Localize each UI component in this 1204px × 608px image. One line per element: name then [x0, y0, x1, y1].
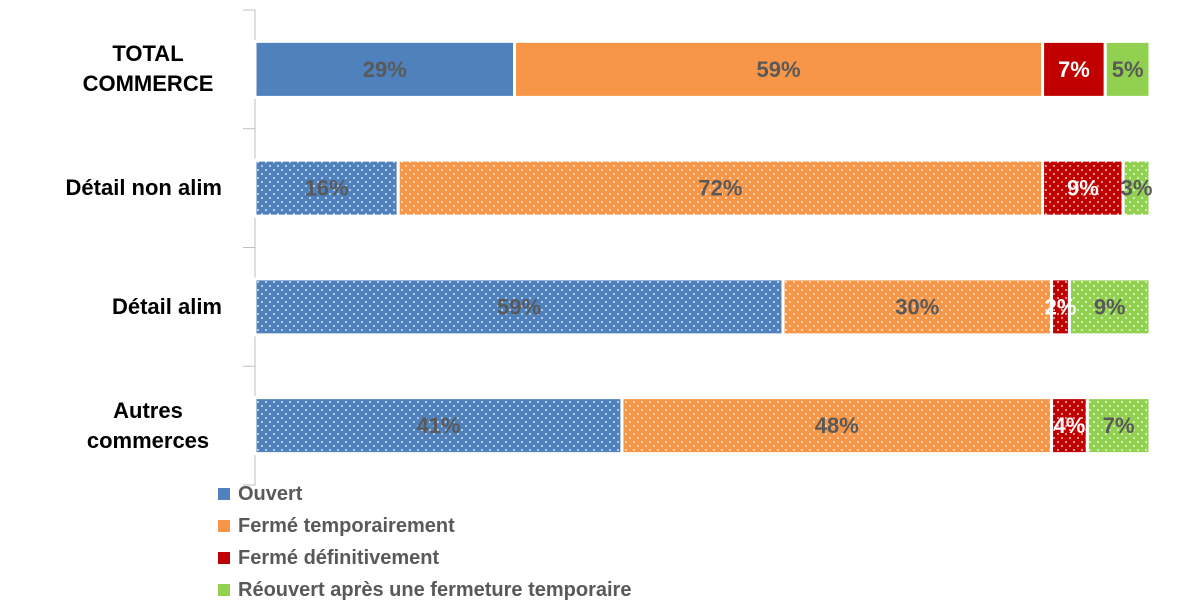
data-label: 48%	[815, 413, 859, 438]
bar-pattern	[1053, 280, 1068, 334]
bar-pattern	[256, 399, 621, 453]
data-label: 5%	[1112, 57, 1144, 82]
data-label: 41%	[416, 413, 460, 438]
legend-label: Fermé temporairement	[238, 515, 455, 537]
bar-pattern	[1088, 399, 1149, 453]
data-label: 59%	[497, 294, 541, 319]
category-label: Détail alim	[111, 293, 222, 319]
bar-pattern	[256, 280, 782, 334]
bar-segment	[253, 39, 517, 99]
bar-pattern	[784, 280, 1051, 334]
data-label: 30%	[895, 294, 939, 319]
data-label: 7%	[1103, 413, 1135, 438]
legend-swatch	[218, 584, 230, 596]
data-label: 29%	[363, 57, 407, 82]
bar-pattern	[1124, 161, 1149, 215]
legend-swatch	[218, 488, 230, 500]
bar-pattern	[1053, 399, 1086, 453]
legend-swatch	[218, 520, 230, 532]
legend-label: Réouvert après une fermeture temporaire	[238, 579, 631, 601]
bar-pattern	[623, 399, 1051, 453]
bar-segment	[1103, 39, 1152, 99]
data-label: 59%	[757, 57, 801, 82]
category-label: Détail non alim	[65, 175, 222, 201]
category-label: Autres commerces	[86, 397, 210, 453]
legend-label: Fermé définitivement	[238, 547, 440, 569]
bar-pattern	[399, 161, 1042, 215]
data-label: 72%	[698, 176, 742, 201]
data-label: 7%	[1058, 57, 1090, 82]
data-label: 2%	[1045, 294, 1077, 319]
data-label: 4%	[1054, 413, 1086, 438]
data-label: 9%	[1067, 176, 1099, 201]
data-label: 3%	[1121, 176, 1153, 201]
data-label: 16%	[305, 176, 349, 201]
bar-pattern	[256, 161, 397, 215]
data-label: 9%	[1094, 294, 1126, 319]
category-label: TOTAL COMMERCE	[82, 41, 214, 97]
legend-swatch	[218, 552, 230, 564]
bar-pattern	[1044, 161, 1122, 215]
bar-pattern	[1070, 280, 1149, 334]
legend-label: Ouvert	[238, 483, 303, 505]
